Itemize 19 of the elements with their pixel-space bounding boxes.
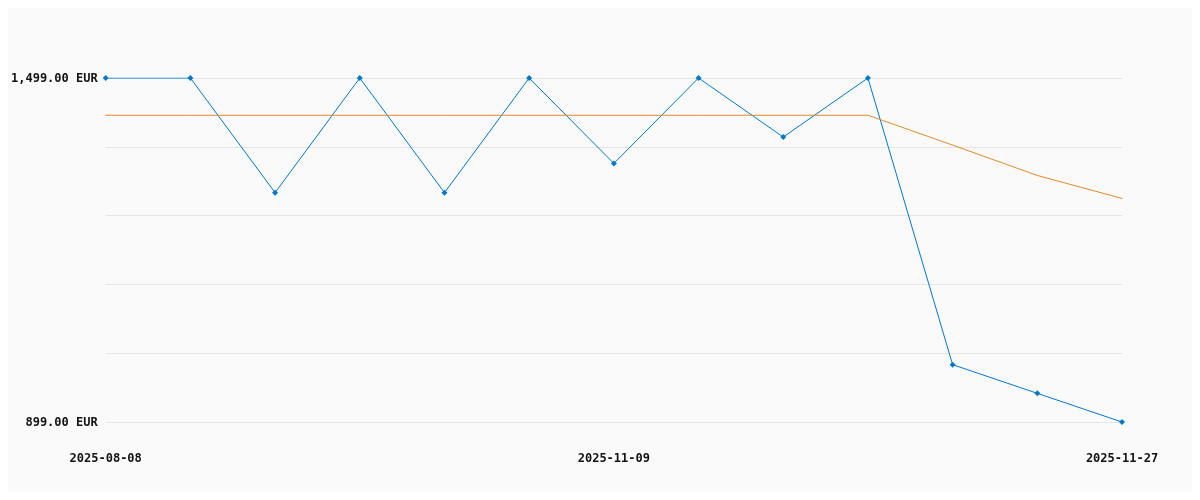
x-tick-label: 2025-11-09 [577,451,650,465]
point [187,75,194,81]
x-tick-label: 2025-08-08 [69,451,142,465]
line-series [105,114,1123,199]
point [526,75,533,81]
point [1119,419,1125,425]
point [356,75,363,81]
point [441,189,448,196]
x-tick-label: 2025-11-27 [1085,451,1159,465]
point [1034,390,1041,397]
point [864,75,871,81]
y-tick-label: 1,499.00 EUR [10,71,99,85]
point [695,75,702,81]
point [780,134,787,141]
point [272,189,279,196]
point [610,160,617,167]
y-tick-label: 899.00 EUR [25,415,99,429]
point [949,361,956,368]
point [102,75,109,81]
